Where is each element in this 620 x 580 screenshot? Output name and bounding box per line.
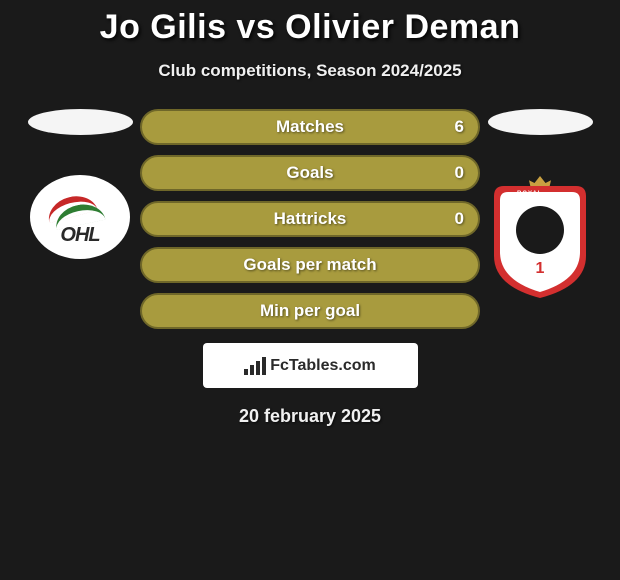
stat-row: Goals 0	[140, 155, 480, 191]
player-right-avatar	[488, 109, 593, 135]
page-title: Jo Gilis vs Olivier Deman	[0, 8, 620, 47]
antwerp-shield: ROYAL ANTWERP 1	[494, 178, 586, 298]
brand-text: FcTables.com	[270, 357, 376, 375]
stat-value-right: 6	[455, 117, 464, 137]
ohl-text: OHL	[60, 224, 99, 247]
ohl-badge: OHL	[36, 181, 124, 253]
club-logo-right: ROYAL ANTWERP 1	[490, 173, 590, 303]
stat-row: Min per goal	[140, 293, 480, 329]
player-right-column: ROYAL ANTWERP 1	[480, 109, 600, 303]
stat-value-right: 0	[455, 209, 464, 229]
stat-value-right: 0	[455, 163, 464, 183]
player-left-column: OHL	[20, 109, 140, 259]
stat-row: Hattricks 0	[140, 201, 480, 237]
stat-label: Hattricks	[274, 209, 347, 229]
date-label: 20 february 2025	[0, 406, 620, 427]
football-icon	[516, 206, 564, 254]
stat-label: Min per goal	[260, 301, 360, 321]
stats-list: Matches 6 Goals 0 Hattricks 0 Goals per …	[140, 109, 480, 329]
subtitle: Club competitions, Season 2024/2025	[0, 61, 620, 81]
brand-badge[interactable]: FcTables.com	[203, 343, 418, 388]
stat-row: Goals per match	[140, 247, 480, 283]
stat-label: Matches	[276, 117, 344, 137]
stat-label: Goals per match	[243, 255, 376, 275]
player-left-avatar	[28, 109, 133, 135]
comparison-content: OHL Matches 6 Goals 0 Hattricks 0	[0, 109, 620, 329]
stat-row: Matches 6	[140, 109, 480, 145]
stat-label: Goals	[286, 163, 333, 183]
club-logo-left: OHL	[30, 175, 130, 259]
shield-arc-text: ROYAL ANTWERP	[517, 191, 563, 203]
shield-number: 1	[536, 260, 545, 278]
bar-chart-icon	[244, 357, 266, 375]
